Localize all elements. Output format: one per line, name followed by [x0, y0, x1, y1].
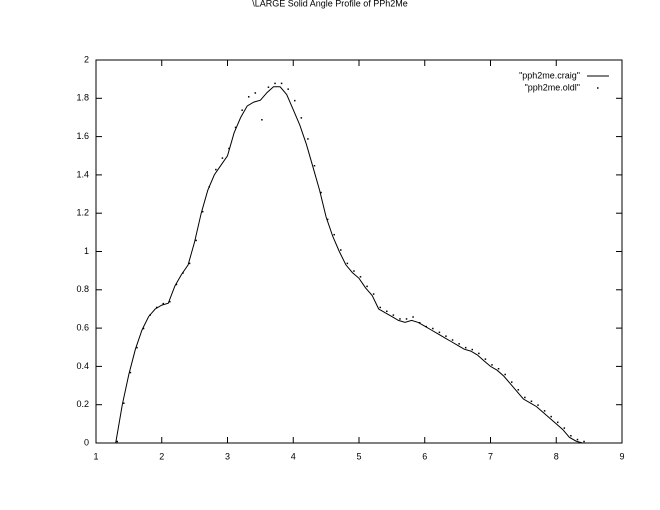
data-point	[320, 191, 322, 194]
data-point	[234, 126, 237, 129]
data-point	[366, 285, 368, 288]
data-point	[300, 117, 303, 119]
data-point	[432, 327, 434, 330]
y-tick-label: 0	[84, 437, 89, 447]
data-point	[241, 109, 243, 111]
data-point	[162, 302, 164, 305]
data-point	[484, 358, 487, 360]
x-tick-label: 2	[159, 451, 164, 461]
x-tick-label: 1	[93, 451, 98, 461]
data-point	[261, 119, 263, 121]
data-point	[392, 314, 395, 316]
y-tick-label: 1.4	[76, 169, 89, 179]
data-point	[386, 310, 388, 313]
data-point	[530, 400, 533, 403]
data-point	[399, 318, 401, 320]
data-point	[228, 147, 230, 150]
data-point	[116, 440, 118, 443]
y-tick-label: 0.4	[76, 361, 89, 371]
data-point	[412, 316, 414, 318]
data-point	[510, 381, 513, 383]
chart-title: \LARGE Solid Angle Profile of PPh2Me	[252, 0, 408, 8]
data-point	[155, 306, 158, 309]
data-point	[149, 314, 151, 316]
data-point	[471, 348, 474, 351]
data-point	[543, 410, 546, 412]
data-point	[458, 343, 460, 345]
data-point	[372, 293, 375, 295]
data-point	[359, 276, 362, 278]
legend-label: "pph2me.craig"	[519, 70, 580, 80]
x-tick-label: 9	[619, 451, 624, 461]
data-point	[254, 92, 257, 94]
data-point	[274, 82, 276, 85]
y-tick-label: 1.8	[76, 93, 89, 103]
data-point	[129, 371, 132, 374]
y-tick-label: 0.6	[76, 322, 89, 332]
data-line	[115, 86, 583, 444]
legend-label: "pph2me.oldl"	[525, 82, 580, 92]
y-tick-label: 0.2	[76, 399, 89, 409]
data-point	[491, 364, 493, 366]
data-point	[563, 427, 566, 429]
data-point	[583, 440, 585, 443]
data-point	[215, 168, 217, 171]
data-point	[169, 300, 171, 303]
data-point	[208, 186, 211, 188]
data-point	[504, 373, 506, 376]
data-point	[142, 327, 145, 330]
data-point	[425, 325, 427, 328]
y-tick-label: 0.8	[76, 284, 89, 294]
data-point	[287, 88, 289, 90]
data-point	[570, 435, 572, 437]
data-point	[136, 346, 138, 349]
data-point	[438, 331, 441, 334]
data-point	[550, 415, 552, 418]
data-point	[557, 421, 559, 424]
x-tick-label: 4	[291, 451, 296, 461]
plot-frame	[95, 59, 623, 444]
data-point	[418, 322, 421, 324]
data-point	[346, 262, 349, 265]
data-point	[576, 438, 579, 441]
data-point	[313, 164, 316, 167]
data-point	[524, 396, 526, 399]
y-tick-label: 1	[84, 246, 89, 256]
x-tick-label: 8	[554, 451, 559, 461]
data-point	[123, 402, 125, 404]
data-point	[537, 404, 539, 406]
data-point	[353, 270, 355, 272]
data-point	[517, 389, 520, 391]
data-point	[267, 86, 270, 88]
data-point	[333, 233, 335, 236]
data-point	[182, 272, 184, 274]
data-point	[188, 262, 191, 265]
y-tick-label: 1.6	[76, 131, 89, 141]
data-point	[247, 96, 250, 98]
data-point	[221, 157, 224, 159]
data-point	[379, 306, 381, 309]
x-tick-label: 3	[225, 451, 230, 461]
data-point	[340, 249, 342, 251]
data-point	[175, 283, 178, 286]
x-tick-label: 6	[422, 451, 427, 461]
data-point	[445, 335, 447, 337]
data-point	[326, 218, 329, 221]
y-tick-label: 1.2	[76, 208, 89, 218]
data-point	[451, 339, 454, 341]
data-point	[294, 99, 296, 102]
data-point	[307, 138, 309, 140]
data-point	[478, 352, 480, 355]
data-point	[195, 239, 197, 242]
x-tick-label: 5	[356, 451, 361, 461]
data-point	[280, 82, 283, 85]
data-point	[464, 346, 467, 349]
data-point	[497, 367, 500, 370]
y-tick-label: 2	[84, 54, 89, 64]
data-point	[405, 318, 408, 320]
data-point	[201, 210, 204, 213]
x-tick-label: 7	[488, 451, 493, 461]
legend-swatch	[597, 87, 599, 89]
